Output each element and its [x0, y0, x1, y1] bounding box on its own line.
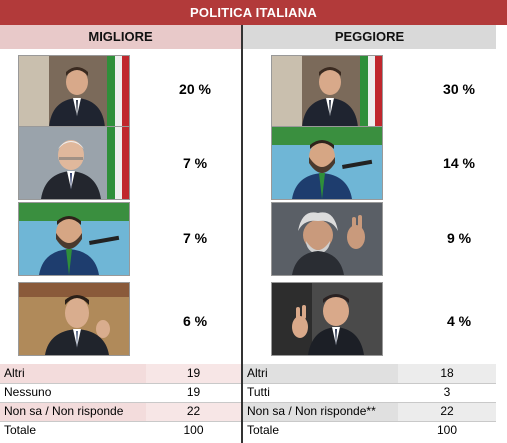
person-portrait-1-icon: [18, 55, 130, 129]
person-portrait-2-icon: [18, 126, 130, 200]
person-portrait-3-icon: [18, 202, 130, 276]
row-value: 18: [440, 366, 454, 380]
worst-column: PEGGIORE 30 % 14 %: [243, 25, 507, 443]
best-pct-4: 6 %: [182, 313, 208, 329]
person-portrait-1-icon: [271, 55, 383, 129]
best-row-others: Altri 19: [0, 364, 241, 383]
row-label: Non sa / Non risponde: [4, 404, 124, 418]
best-row-total: Totale 100: [0, 421, 241, 440]
row-label: Altri: [247, 366, 268, 380]
row-value: 100: [436, 423, 458, 437]
row-label: Totale: [247, 423, 280, 437]
page-title: POLITICA ITALIANA: [0, 0, 507, 25]
best-row-none: Nessuno 19: [0, 383, 241, 402]
row-label: Totale: [4, 423, 37, 437]
row-label: Altri: [4, 366, 25, 380]
row-label: Non sa / Non risponde**: [247, 404, 376, 418]
best-pct-3: 7 %: [182, 230, 208, 246]
person-portrait-4-icon: [18, 282, 130, 356]
worst-row-others: Altri 18: [243, 364, 496, 383]
worst-row-total: Totale 100: [243, 421, 496, 440]
best-column: MIGLIORE 20 % 7 %: [0, 25, 253, 443]
worst-pct-2: 14 %: [443, 155, 475, 171]
best-pct-1: 20 %: [179, 81, 211, 97]
best-heading: MIGLIORE: [0, 25, 241, 49]
person-portrait-6-icon: [271, 282, 383, 356]
best-row-dontknow: Non sa / Non risponde 22: [0, 402, 241, 421]
row-value: 100: [183, 423, 204, 437]
worst-heading: PEGGIORE: [243, 25, 496, 49]
worst-pct-1: 30 %: [443, 81, 475, 97]
row-value: 22: [186, 404, 201, 418]
best-pct-2: 7 %: [182, 155, 208, 171]
worst-pct-4: 4 %: [446, 313, 472, 329]
worst-row-dontknow: Non sa / Non risponde** 22: [243, 402, 496, 421]
worst-pct-3: 9 %: [446, 230, 472, 246]
row-label: Tutti: [247, 385, 270, 399]
row-value: 19: [186, 385, 201, 399]
person-portrait-5-icon: [271, 202, 383, 276]
column-divider: [241, 25, 243, 443]
row-value: 19: [186, 366, 201, 380]
row-value: 22: [440, 404, 454, 418]
worst-row-all: Tutti 3: [243, 383, 496, 402]
person-portrait-3-icon: [271, 126, 383, 200]
row-label: Nessuno: [4, 385, 52, 399]
row-value: 3: [443, 385, 451, 399]
